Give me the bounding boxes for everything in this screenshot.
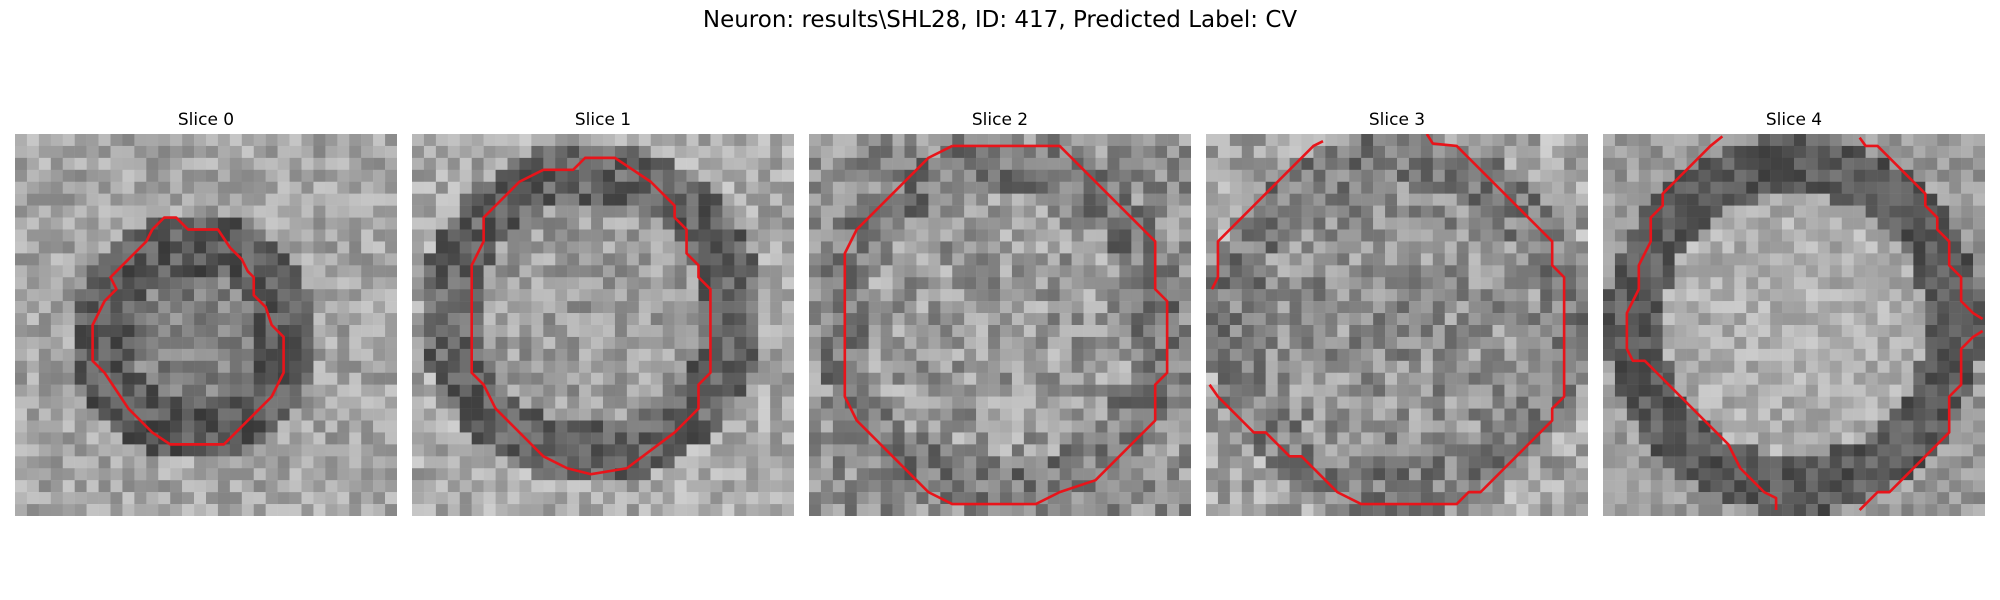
roi-contour xyxy=(1858,329,1984,511)
slice-image-4 xyxy=(1603,134,1985,516)
slice-title: Slice 0 xyxy=(177,110,235,130)
roi-contour xyxy=(1625,135,1778,511)
roi-contour xyxy=(1210,139,1324,290)
roi-contour xyxy=(843,144,1169,506)
slice-panel-1: Slice 1 xyxy=(412,108,794,516)
slice-panel-2: Slice 2 xyxy=(809,108,1191,516)
slice-panel-0: Slice 0 xyxy=(15,108,397,516)
roi-contour xyxy=(91,216,285,446)
slice-image-2 xyxy=(809,134,1191,516)
roi-contour xyxy=(470,156,712,476)
slice-title: Slice 4 xyxy=(1765,110,1823,130)
slice-panel-3: Slice 3 xyxy=(1206,108,1588,516)
roi-contour xyxy=(1208,134,1566,506)
slice-title: Slice 1 xyxy=(574,110,632,130)
slice-image-1 xyxy=(412,134,794,516)
figure-title: Neuron: results\SHL28, ID: 417, Predicte… xyxy=(702,7,1298,33)
slice-panel-4: Slice 4 xyxy=(1603,108,1985,516)
slice-title: Slice 2 xyxy=(971,110,1029,130)
roi-contour xyxy=(1858,136,1984,321)
slice-title: Slice 3 xyxy=(1368,110,1426,130)
slice-image-0 xyxy=(15,134,397,516)
slice-image-3 xyxy=(1206,134,1588,516)
